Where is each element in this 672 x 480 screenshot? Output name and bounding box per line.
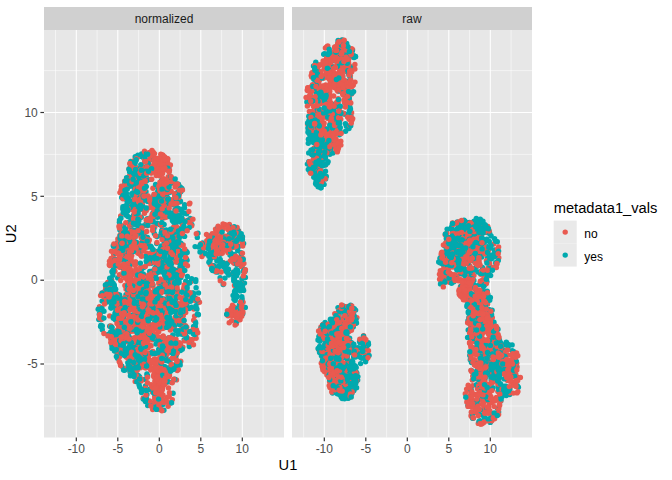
svg-text:0: 0: [31, 273, 38, 287]
svg-text:10: 10: [484, 442, 498, 456]
svg-text:0: 0: [404, 442, 411, 456]
svg-text:normalized: normalized: [135, 12, 194, 26]
svg-text:yes: yes: [584, 250, 603, 264]
svg-text:0: 0: [156, 442, 163, 456]
svg-text:10: 10: [236, 442, 250, 456]
svg-text:no: no: [584, 227, 598, 241]
svg-text:10: 10: [24, 106, 38, 120]
svg-text:metadata1_vals: metadata1_vals: [554, 200, 658, 216]
svg-text:-5: -5: [112, 442, 123, 456]
svg-text:U1: U1: [279, 457, 298, 473]
svg-text:U2: U2: [4, 224, 20, 243]
svg-text:-10: -10: [316, 442, 334, 456]
svg-text:-5: -5: [360, 442, 371, 456]
svg-text:5: 5: [31, 190, 38, 204]
svg-text:-5: -5: [27, 357, 38, 371]
svg-text:-10: -10: [68, 442, 86, 456]
svg-text:5: 5: [197, 442, 204, 456]
svg-text:raw: raw: [402, 12, 422, 26]
svg-text:5: 5: [445, 442, 452, 456]
